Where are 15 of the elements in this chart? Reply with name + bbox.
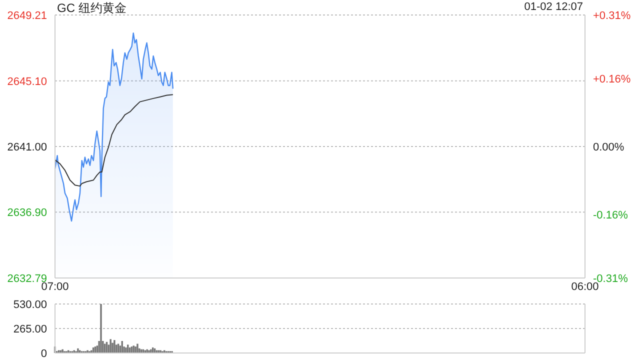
y2-tick-label: 0.00% [593,142,624,154]
chart-title: GC 纽约黄金 [57,0,126,17]
y2-tick-label: -0.16% [593,209,628,222]
x-tick-label: 06:00 [571,281,599,293]
y2-tick-label: +0.31% [593,10,631,22]
x-tick-label: 07:00 [41,281,69,293]
y-tick-label: 2649.21 [7,10,47,22]
y2-tick-label: +0.16% [593,74,631,86]
y-tick-label: 530.00 [13,299,47,311]
y-tick-label: 2645.10 [7,76,47,88]
text: 01-02 12:07 [524,1,583,13]
y-tick-label: 2636.90 [7,207,47,220]
y-tick-label: 2641.00 [7,142,47,154]
y-tick-label: 265.00 [13,324,47,336]
y-tick-label: 0 [40,348,47,360]
